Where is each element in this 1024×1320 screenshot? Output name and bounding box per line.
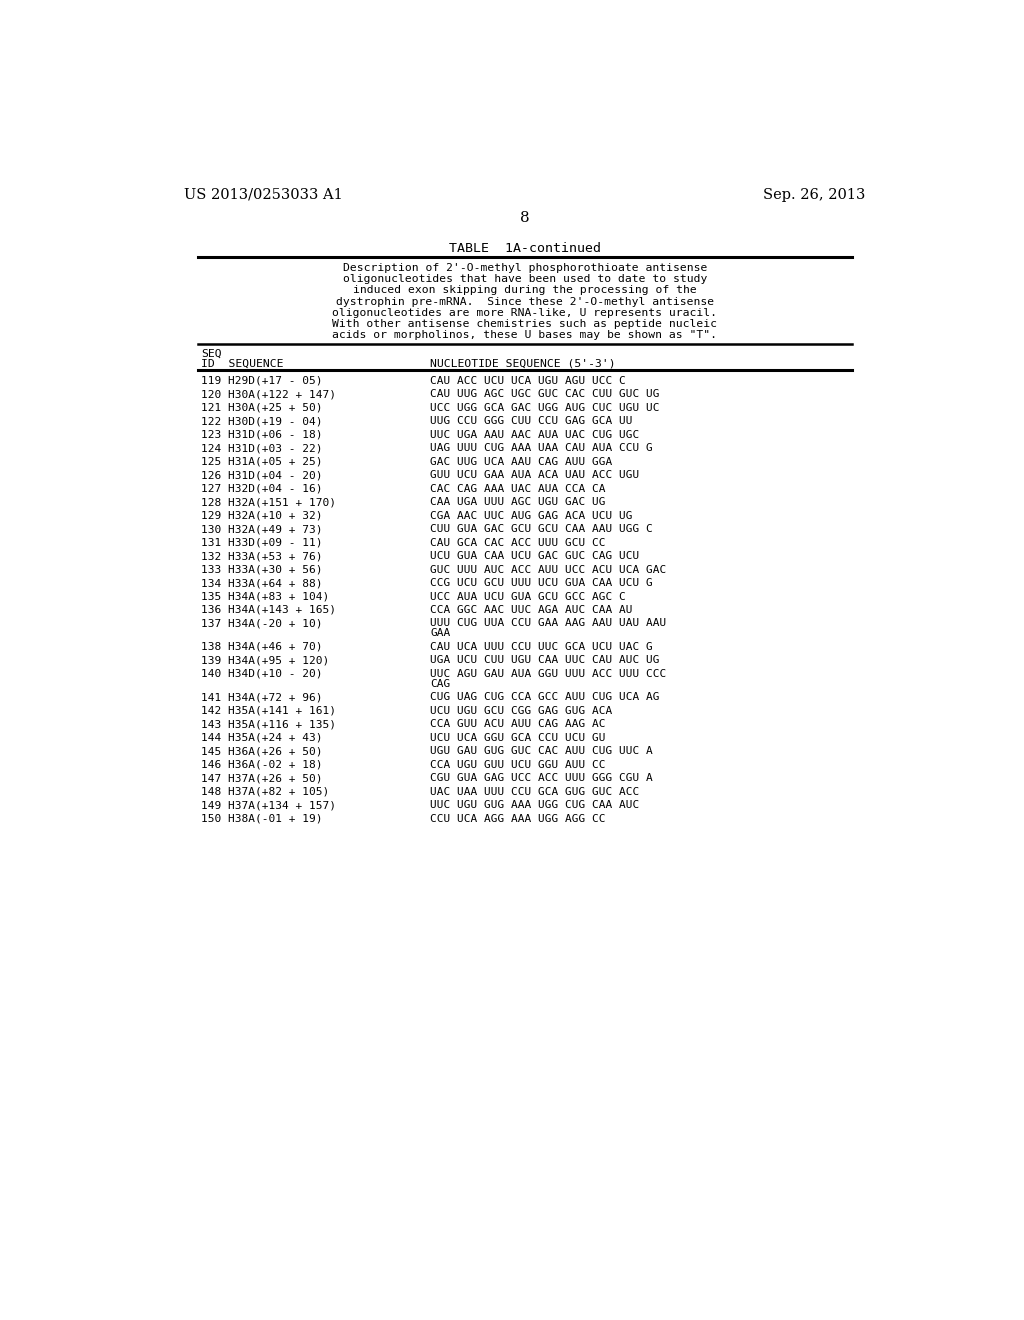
Text: CGU GUA GAG UCC ACC UUU GGG CGU A: CGU GUA GAG UCC ACC UUU GGG CGU A (430, 774, 653, 783)
Text: CAC CAG AAA UAC AUA CCA CA: CAC CAG AAA UAC AUA CCA CA (430, 483, 606, 494)
Text: 138 H34A(+46 + 70): 138 H34A(+46 + 70) (201, 642, 323, 652)
Text: dystrophin pre-mRNA.  Since these 2'-O-methyl antisense: dystrophin pre-mRNA. Since these 2'-O-me… (336, 297, 714, 306)
Text: 131 H33D(+09 - 11): 131 H33D(+09 - 11) (201, 537, 323, 548)
Text: CAU UCA UUU CCU UUC GCA UCU UAC G: CAU UCA UUU CCU UUC GCA UCU UAC G (430, 642, 653, 652)
Text: UCU UCA GGU GCA CCU UCU GU: UCU UCA GGU GCA CCU UCU GU (430, 733, 606, 743)
Text: 136 H34A(+143 + 165): 136 H34A(+143 + 165) (201, 605, 336, 615)
Text: CAU GCA CAC ACC UUU GCU CC: CAU GCA CAC ACC UUU GCU CC (430, 537, 606, 548)
Text: 149 H37A(+134 + 157): 149 H37A(+134 + 157) (201, 800, 336, 810)
Text: 147 H37A(+26 + 50): 147 H37A(+26 + 50) (201, 774, 323, 783)
Text: 122 H30D(+19 - 04): 122 H30D(+19 - 04) (201, 416, 323, 426)
Text: 127 H32D(+04 - 16): 127 H32D(+04 - 16) (201, 483, 323, 494)
Text: UCC UGG GCA GAC UGG AUG CUC UGU UC: UCC UGG GCA GAC UGG AUG CUC UGU UC (430, 403, 659, 413)
Text: GAC UUG UCA AAU CAG AUU GGA: GAC UUG UCA AAU CAG AUU GGA (430, 457, 612, 467)
Text: ID  SEQUENCE: ID SEQUENCE (201, 359, 284, 370)
Text: 137 H34A(-20 + 10): 137 H34A(-20 + 10) (201, 619, 323, 628)
Text: 144 H35A(+24 + 43): 144 H35A(+24 + 43) (201, 733, 323, 743)
Text: oligonucleotides that have been used to date to study: oligonucleotides that have been used to … (343, 275, 707, 284)
Text: UCC AUA UCU GUA GCU GCC AGC C: UCC AUA UCU GUA GCU GCC AGC C (430, 591, 626, 602)
Text: acids or morpholinos, these U bases may be shown as "T".: acids or morpholinos, these U bases may … (333, 330, 717, 341)
Text: 121 H30A(+25 + 50): 121 H30A(+25 + 50) (201, 403, 323, 413)
Text: 140 H34D(+10 - 20): 140 H34D(+10 - 20) (201, 669, 323, 678)
Text: UUC UGA AAU AAC AUA UAC CUG UGC: UUC UGA AAU AAC AUA UAC CUG UGC (430, 430, 640, 440)
Text: 128 H32A(+151 + 170): 128 H32A(+151 + 170) (201, 498, 336, 507)
Text: CCA GGC AAC UUC AGA AUC CAA AU: CCA GGC AAC UUC AGA AUC CAA AU (430, 605, 633, 615)
Text: 139 H34A(+95 + 120): 139 H34A(+95 + 120) (201, 656, 329, 665)
Text: UCU UGU GCU CGG GAG GUG ACA: UCU UGU GCU CGG GAG GUG ACA (430, 706, 612, 715)
Text: GAA: GAA (430, 628, 451, 639)
Text: UUG CCU GGG CUU CCU GAG GCA UU: UUG CCU GGG CUU CCU GAG GCA UU (430, 416, 633, 426)
Text: NUCLEOTIDE SEQUENCE (5'-3'): NUCLEOTIDE SEQUENCE (5'-3') (430, 359, 615, 370)
Text: CAU ACC UCU UCA UGU AGU UCC C: CAU ACC UCU UCA UGU AGU UCC C (430, 376, 626, 385)
Text: SEQ: SEQ (201, 348, 221, 359)
Text: 150 H38A(-01 + 19): 150 H38A(-01 + 19) (201, 813, 323, 824)
Text: UAG UUU CUG AAA UAA CAU AUA CCU G: UAG UUU CUG AAA UAA CAU AUA CCU G (430, 444, 653, 453)
Text: Description of 2'-O-methyl phosphorothioate antisense: Description of 2'-O-methyl phosphorothio… (343, 263, 707, 273)
Text: UUC AGU GAU AUA GGU UUU ACC UUU CCC: UUC AGU GAU AUA GGU UUU ACC UUU CCC (430, 669, 667, 678)
Text: 8: 8 (520, 211, 529, 224)
Text: CCA GUU ACU AUU CAG AAG AC: CCA GUU ACU AUU CAG AAG AC (430, 719, 606, 730)
Text: 135 H34A(+83 + 104): 135 H34A(+83 + 104) (201, 591, 329, 602)
Text: TABLE  1A-continued: TABLE 1A-continued (449, 242, 601, 255)
Text: CGA AAC UUC AUG GAG ACA UCU UG: CGA AAC UUC AUG GAG ACA UCU UG (430, 511, 633, 520)
Text: 120 H30A(+122 + 147): 120 H30A(+122 + 147) (201, 389, 336, 400)
Text: oligonucleotides are more RNA-like, U represents uracil.: oligonucleotides are more RNA-like, U re… (333, 308, 717, 318)
Text: CCU UCA AGG AAA UGG AGG CC: CCU UCA AGG AAA UGG AGG CC (430, 813, 606, 824)
Text: CAA UGA UUU AGC UGU GAC UG: CAA UGA UUU AGC UGU GAC UG (430, 498, 606, 507)
Text: 119 H29D(+17 - 05): 119 H29D(+17 - 05) (201, 376, 323, 385)
Text: 142 H35A(+141 + 161): 142 H35A(+141 + 161) (201, 706, 336, 715)
Text: 133 H33A(+30 + 56): 133 H33A(+30 + 56) (201, 565, 323, 574)
Text: US 2013/0253033 A1: US 2013/0253033 A1 (183, 187, 343, 202)
Text: UCU GUA CAA UCU GAC GUC CAG UCU: UCU GUA CAA UCU GAC GUC CAG UCU (430, 552, 640, 561)
Text: CAG: CAG (430, 678, 451, 689)
Text: 148 H37A(+82 + 105): 148 H37A(+82 + 105) (201, 787, 329, 797)
Text: CUG UAG CUG CCA GCC AUU CUG UCA AG: CUG UAG CUG CCA GCC AUU CUG UCA AG (430, 693, 659, 702)
Text: UAC UAA UUU CCU GCA GUG GUC ACC: UAC UAA UUU CCU GCA GUG GUC ACC (430, 787, 640, 797)
Text: 123 H31D(+06 - 18): 123 H31D(+06 - 18) (201, 430, 323, 440)
Text: 141 H34A(+72 + 96): 141 H34A(+72 + 96) (201, 693, 323, 702)
Text: 143 H35A(+116 + 135): 143 H35A(+116 + 135) (201, 719, 336, 730)
Text: 145 H36A(+26 + 50): 145 H36A(+26 + 50) (201, 746, 323, 756)
Text: 124 H31D(+03 - 22): 124 H31D(+03 - 22) (201, 444, 323, 453)
Text: CAU UUG AGC UGC GUC CAC CUU GUC UG: CAU UUG AGC UGC GUC CAC CUU GUC UG (430, 389, 659, 400)
Text: CCA UGU GUU UCU GGU AUU CC: CCA UGU GUU UCU GGU AUU CC (430, 760, 606, 770)
Text: UGA UCU CUU UGU CAA UUC CAU AUC UG: UGA UCU CUU UGU CAA UUC CAU AUC UG (430, 656, 659, 665)
Text: CUU GUA GAC GCU GCU CAA AAU UGG C: CUU GUA GAC GCU GCU CAA AAU UGG C (430, 524, 653, 535)
Text: 125 H31A(+05 + 25): 125 H31A(+05 + 25) (201, 457, 323, 467)
Text: Sep. 26, 2013: Sep. 26, 2013 (764, 187, 866, 202)
Text: CCG UCU GCU UUU UCU GUA CAA UCU G: CCG UCU GCU UUU UCU GUA CAA UCU G (430, 578, 653, 587)
Text: UUC UGU GUG AAA UGG CUG CAA AUC: UUC UGU GUG AAA UGG CUG CAA AUC (430, 800, 640, 810)
Text: 132 H33A(+53 + 76): 132 H33A(+53 + 76) (201, 552, 323, 561)
Text: induced exon skipping during the processing of the: induced exon skipping during the process… (353, 285, 696, 296)
Text: 134 H33A(+64 + 88): 134 H33A(+64 + 88) (201, 578, 323, 587)
Text: 126 H31D(+04 - 20): 126 H31D(+04 - 20) (201, 470, 323, 480)
Text: UGU GAU GUG GUC CAC AUU CUG UUC A: UGU GAU GUG GUC CAC AUU CUG UUC A (430, 746, 653, 756)
Text: GUC UUU AUC ACC AUU UCC ACU UCA GAC: GUC UUU AUC ACC AUU UCC ACU UCA GAC (430, 565, 667, 574)
Text: 146 H36A(-02 + 18): 146 H36A(-02 + 18) (201, 760, 323, 770)
Text: 129 H32A(+10 + 32): 129 H32A(+10 + 32) (201, 511, 323, 520)
Text: With other antisense chemistries such as peptide nucleic: With other antisense chemistries such as… (333, 319, 717, 329)
Text: GUU UCU GAA AUA ACA UAU ACC UGU: GUU UCU GAA AUA ACA UAU ACC UGU (430, 470, 640, 480)
Text: UUU CUG UUA CCU GAA AAG AAU UAU AAU: UUU CUG UUA CCU GAA AAG AAU UAU AAU (430, 619, 667, 628)
Text: 130 H32A(+49 + 73): 130 H32A(+49 + 73) (201, 524, 323, 535)
